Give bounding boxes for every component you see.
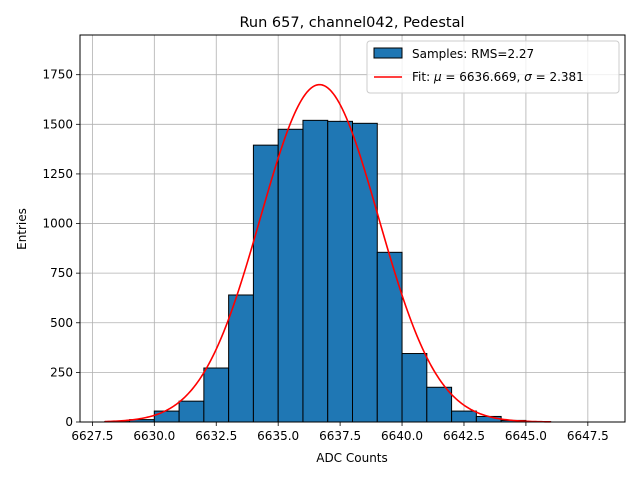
histogram-bar-10	[352, 122, 378, 423]
legend-samples-swatch	[373, 47, 403, 59]
chart-title: Run 657, channel042, Pedestal	[239, 15, 464, 31]
plot-frame	[79, 34, 626, 423]
histogram-bar-2	[153, 410, 180, 423]
histogram-bar-5	[228, 294, 254, 423]
fit-curve	[104, 83, 551, 423]
y-tick-label-1: 250	[50, 365, 73, 379]
y-tick-label-6: 1500	[42, 117, 73, 131]
histogram-bar-11	[376, 251, 403, 423]
x-tick-label-7: 6645.0	[505, 429, 547, 443]
x-tick-label-5: 6640.0	[381, 429, 423, 443]
legend-fit-prefix: Fit:	[412, 70, 434, 84]
x-tick-label-4: 6637.5	[319, 429, 361, 443]
histogram-bar-3	[178, 400, 205, 423]
legend-fit-mu-symbol: μ	[433, 70, 442, 84]
histogram-bar-6	[252, 144, 279, 423]
x-tick-label-6: 6642.5	[443, 429, 485, 443]
x-axis-ticks: 6627.5 6630.0 6632.5 6635.0 6637.5 6640.0 6642…	[71, 422, 609, 443]
legend-samples-label: Samples: RMS=2.27	[412, 47, 534, 61]
y-axis-label: Entries	[15, 208, 29, 250]
x-tick-label-8: 6647.5	[567, 429, 609, 443]
histogram-bar-9	[327, 120, 353, 423]
y-tick-label-2: 500	[50, 316, 73, 330]
histogram-bar-7	[277, 128, 304, 423]
x-tick-label-1: 6630.0	[133, 429, 175, 443]
legend-fit-sigma-symbol: σ	[524, 70, 532, 84]
y-tick-label-0: 0	[65, 415, 73, 429]
legend-box	[366, 40, 620, 94]
y-tick-label-5: 1250	[42, 167, 73, 181]
legend-fit-label: Fit: μ = 6636.669, σ = 2.381	[412, 70, 584, 84]
histogram-bar-4	[203, 367, 230, 423]
histogram-bar-13	[426, 386, 453, 423]
histogram-bars	[104, 119, 552, 423]
fit-curve-group	[104, 83, 551, 423]
y-tick-label-4: 1000	[42, 217, 73, 231]
histogram-bar-14	[451, 410, 477, 423]
histogram-bar-12	[401, 353, 428, 423]
x-tick-label-0: 6627.5	[71, 429, 113, 443]
y-axis-ticks: 0 250 500 750 1000 1250 1500 1750	[42, 68, 80, 429]
x-tick-label-2: 6632.5	[195, 429, 237, 443]
x-tick-label-3: 6635.0	[257, 429, 299, 443]
y-tick-label-3: 750	[50, 266, 73, 280]
legend-fit-sigma-value: = 2.381	[532, 70, 584, 84]
legend: Samples: RMS=2.27 Fit: μ = 6636.669, σ =…	[366, 40, 620, 94]
histogram-bar-8	[302, 119, 329, 423]
legend-fit-mu-value: = 6636.669,	[442, 70, 525, 84]
x-axis-label: ADC Counts	[316, 451, 388, 465]
y-tick-label-7: 1750	[42, 68, 73, 82]
